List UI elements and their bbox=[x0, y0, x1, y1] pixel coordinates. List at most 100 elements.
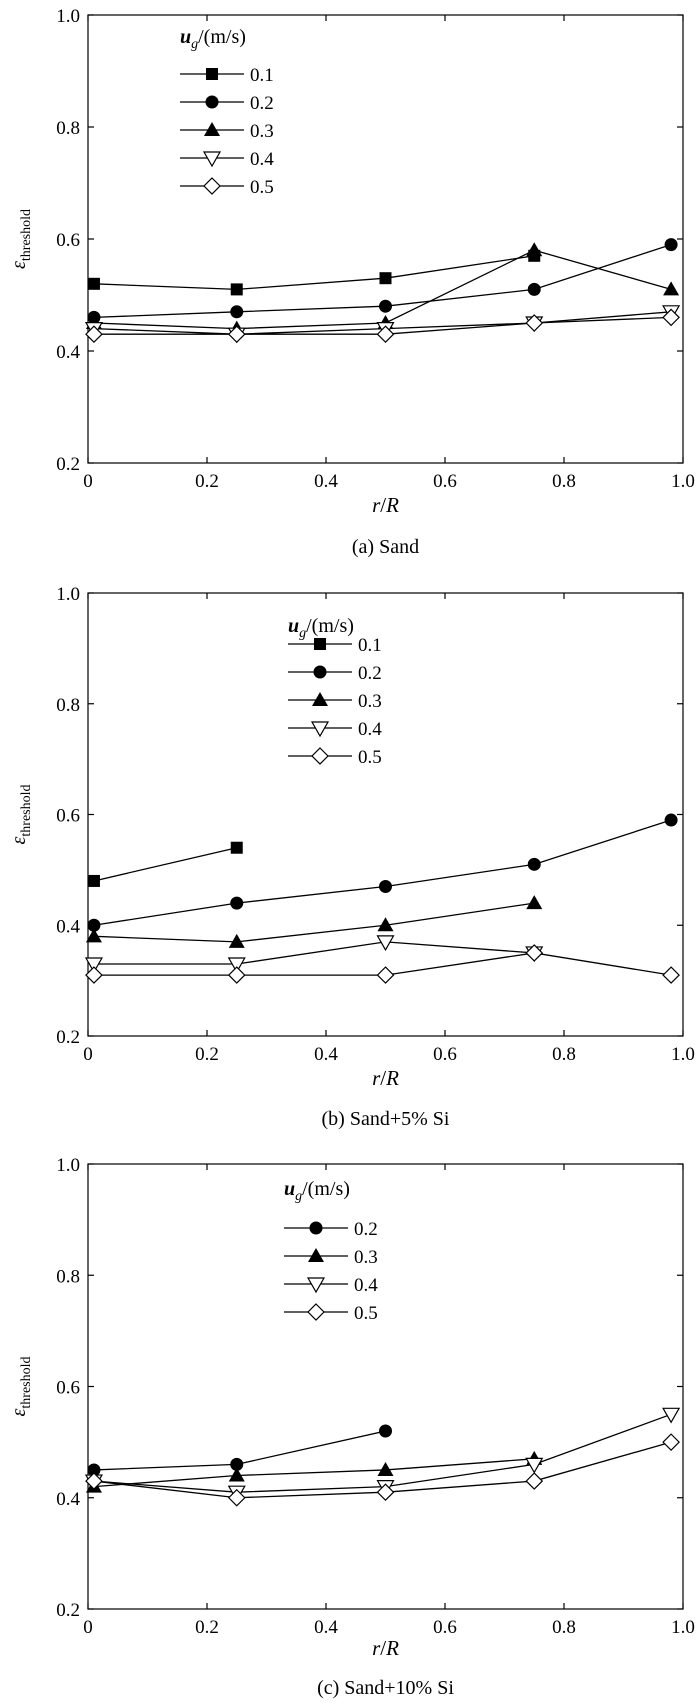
legend-marker bbox=[309, 1221, 323, 1235]
legend-title: ug/(m/s) bbox=[288, 615, 354, 641]
legend-marker bbox=[203, 177, 221, 195]
data-point bbox=[85, 928, 102, 943]
legend-title-var: u bbox=[180, 26, 191, 48]
data-point bbox=[230, 305, 244, 319]
x-tick-label: 0.6 bbox=[433, 1044, 457, 1065]
y-tick-label: 0.4 bbox=[56, 342, 80, 363]
y-tick-label: 0.6 bbox=[56, 230, 80, 251]
legend-item: 0.5 bbox=[288, 747, 382, 768]
legend: ug/(m/s)0.1 0.2 0.3 0.4 0.5 bbox=[180, 26, 274, 198]
series-line bbox=[93, 902, 535, 943]
x-tick-label: 0.8 bbox=[552, 471, 576, 492]
series-0-3 bbox=[85, 895, 543, 948]
data-point bbox=[525, 314, 544, 332]
y-tick-label: 0.2 bbox=[56, 1027, 80, 1048]
y-axis-label: εthreshold bbox=[8, 1357, 34, 1417]
x-tick-label: 0.4 bbox=[314, 1044, 338, 1065]
x-axis-label: r/R bbox=[372, 1066, 399, 1090]
x-tick-label: 1.0 bbox=[671, 1617, 695, 1638]
legend-item: 0.2 bbox=[284, 1219, 378, 1240]
data-point bbox=[379, 1424, 392, 1438]
legend-marker bbox=[202, 151, 222, 168]
data-point bbox=[662, 1407, 681, 1424]
x-tick-label: 0.4 bbox=[314, 1617, 338, 1638]
legend-marker bbox=[314, 638, 326, 650]
y-axis-label-subscript: threshold bbox=[19, 785, 34, 837]
legend-item: 0.4 bbox=[288, 719, 382, 740]
series-line bbox=[93, 249, 672, 330]
x-axis-label-var: r bbox=[372, 1066, 381, 1090]
x-tick-label: 0.2 bbox=[195, 1044, 219, 1065]
legend-marker bbox=[312, 692, 328, 706]
data-point bbox=[379, 272, 392, 285]
series-0-2 bbox=[87, 238, 678, 324]
y-axis-label: εthreshold bbox=[8, 209, 34, 269]
legend-title-sub: g bbox=[295, 1189, 302, 1204]
data-point bbox=[527, 857, 541, 871]
x-axis-label-var: r bbox=[372, 1636, 381, 1660]
legend-marker bbox=[205, 95, 219, 109]
x-tick-label: 1.0 bbox=[671, 471, 695, 492]
legend-label: 0.5 bbox=[358, 747, 382, 768]
series-line bbox=[93, 255, 535, 291]
legend-title-unit: /(m/s) bbox=[306, 615, 354, 637]
legend-item: 0.2 bbox=[288, 663, 382, 684]
x-tick-label: 0.2 bbox=[195, 1617, 219, 1638]
legend-label: 0.5 bbox=[354, 1303, 378, 1324]
y-tick-label: 0.6 bbox=[56, 806, 80, 827]
data-point bbox=[664, 813, 678, 827]
data-point bbox=[525, 1472, 544, 1490]
y-tick-label: 1.0 bbox=[56, 6, 80, 27]
x-tick-label: 0.8 bbox=[552, 1617, 576, 1638]
y-axis-label-symbol: ε bbox=[8, 837, 30, 845]
data-point bbox=[85, 1472, 103, 1490]
data-point bbox=[663, 281, 680, 296]
legend-label: 0.3 bbox=[354, 1247, 378, 1268]
data-point bbox=[227, 1488, 246, 1507]
y-axis-label: εthreshold bbox=[8, 785, 34, 845]
legend-title-unit: /(m/s) bbox=[302, 1178, 350, 1200]
legend-marker bbox=[311, 747, 329, 765]
series-line bbox=[93, 1458, 535, 1488]
data-point bbox=[230, 841, 243, 854]
y-tick-label: 0.6 bbox=[56, 1378, 80, 1399]
chart-panel-1: 0 0.2 0.4 0.6 0.8 1.00.20.40.60.81.0εthreshol… bbox=[8, 6, 695, 558]
legend-title-sub: g bbox=[191, 37, 198, 52]
legend-item: 0.1 bbox=[288, 635, 382, 656]
chart-caption: (a) Sand bbox=[352, 536, 419, 558]
legend-label: 0.1 bbox=[250, 65, 274, 86]
data-point bbox=[379, 299, 392, 313]
x-tick-label: 0 bbox=[83, 1617, 93, 1638]
legend-label: 0.4 bbox=[354, 1275, 378, 1296]
series-0-5 bbox=[85, 944, 680, 984]
series-line bbox=[93, 941, 535, 965]
legend-title-var: u bbox=[288, 615, 299, 637]
series-0-2 bbox=[87, 1424, 392, 1477]
x-axis-label: r/R bbox=[372, 493, 399, 517]
data-point bbox=[376, 1483, 395, 1502]
legend-item: 0.3 bbox=[288, 691, 382, 712]
data-point bbox=[379, 879, 392, 893]
legend-marker bbox=[313, 665, 327, 679]
x-axis-label-ref: R bbox=[385, 1636, 399, 1660]
data-point bbox=[376, 966, 395, 984]
data-point bbox=[525, 1457, 544, 1474]
chart-panel-2: 0 0.2 0.4 0.6 0.8 1.00.20.40.60.81.0εthreshol… bbox=[8, 584, 695, 1130]
data-point bbox=[85, 325, 103, 344]
x-tick-label: 0 bbox=[83, 471, 93, 492]
data-point bbox=[227, 957, 246, 974]
data-point bbox=[227, 325, 246, 344]
series-0-4 bbox=[84, 935, 544, 974]
legend-label: 0.2 bbox=[250, 93, 274, 114]
y-axis-label-symbol: ε bbox=[8, 261, 30, 269]
data-point bbox=[230, 896, 244, 910]
plot-frame bbox=[87, 14, 684, 464]
y-tick-label: 0.4 bbox=[56, 1489, 80, 1510]
legend-item: 0.1 bbox=[180, 65, 274, 86]
y-tick-label: 0.8 bbox=[56, 695, 80, 716]
legend-label: 0.3 bbox=[250, 121, 274, 142]
legend: ug/(m/s)0.2 0.3 0.4 0.5 bbox=[284, 1178, 378, 1324]
x-tick-label: 0 bbox=[83, 1044, 93, 1065]
legend-label: 0.4 bbox=[358, 719, 382, 740]
